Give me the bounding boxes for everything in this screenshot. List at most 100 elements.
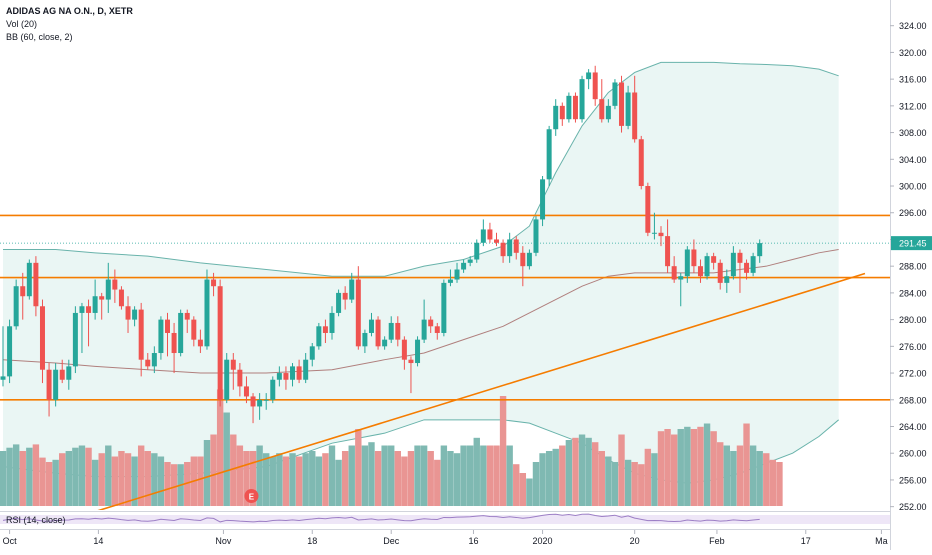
- candle-body: [579, 79, 585, 120]
- candle-body: [217, 286, 223, 400]
- volume-bar: [539, 453, 546, 506]
- time-axis-label: 20: [630, 536, 640, 546]
- candle-body: [211, 279, 217, 287]
- candle-body: [750, 256, 756, 273]
- volume-bar: [651, 453, 658, 506]
- candle-body: [138, 309, 144, 360]
- volume-bar: [164, 462, 171, 506]
- price-axis-label: 304.00: [899, 155, 927, 165]
- candle-body: [671, 266, 677, 280]
- candle-body: [428, 319, 434, 327]
- candle-body: [322, 326, 328, 333]
- bollinger-band-fill: [3, 62, 839, 484]
- candle-body: [20, 286, 26, 297]
- volume-bar: [730, 451, 737, 506]
- trendline: [97, 272, 866, 510]
- volume-bar: [98, 453, 105, 506]
- candle-body: [401, 339, 407, 360]
- volume-bar: [249, 451, 257, 506]
- candle-body: [230, 359, 236, 370]
- volume-bar: [19, 451, 26, 506]
- volume-bar: [388, 445, 395, 506]
- candle-body: [243, 386, 249, 397]
- volume-bar: [466, 445, 474, 506]
- candle-body: [757, 243, 763, 257]
- candle-body: [329, 312, 335, 333]
- candle-body: [349, 279, 355, 300]
- volume-bar: [184, 462, 191, 506]
- volume-bar: [624, 459, 632, 506]
- volume-bar: [611, 462, 619, 506]
- volume-bar: [151, 453, 158, 506]
- candle-body: [737, 252, 743, 263]
- volume-bar: [420, 445, 428, 506]
- price-axis-label: 264.00: [899, 422, 927, 432]
- candle-body: [0, 376, 6, 380]
- volume-bar: [91, 459, 99, 506]
- candle-body: [467, 259, 473, 263]
- volume-bar: [131, 456, 138, 506]
- price-axis-label: 272.00: [899, 369, 927, 379]
- volume-bar: [736, 445, 744, 506]
- candle-body: [684, 249, 690, 277]
- volume-bar: [39, 457, 46, 506]
- price-pane: [0, 61, 890, 510]
- volume-bar: [243, 451, 250, 506]
- candle-body: [184, 312, 190, 320]
- candle-body: [461, 262, 467, 270]
- volume-bar: [480, 445, 487, 506]
- volume-bar: [236, 445, 244, 506]
- candle-body: [586, 72, 592, 80]
- candle-body: [316, 326, 322, 347]
- candle-body: [151, 353, 157, 367]
- volume-bar: [216, 389, 224, 506]
- earnings-marker: [244, 489, 259, 503]
- candle-body: [118, 289, 124, 307]
- bollinger-bands-label[interactable]: BB (60, close, 2): [6, 32, 73, 42]
- candle-body: [59, 369, 65, 380]
- candle-body: [46, 369, 52, 400]
- volume-bar: [407, 451, 415, 506]
- candle-body: [697, 266, 703, 277]
- candle-body: [605, 105, 611, 120]
- volume-bar: [361, 445, 369, 506]
- candle-body: [500, 242, 506, 257]
- volume-bar: [605, 456, 612, 506]
- price-axis-label: 316.00: [899, 75, 927, 85]
- rsi-indicator-label[interactable]: RSI (14, close): [6, 515, 66, 525]
- candle-body: [553, 105, 559, 130]
- candle-body: [704, 256, 710, 277]
- candle-body: [592, 72, 598, 100]
- candle-body: [717, 262, 723, 283]
- candle-body: [625, 92, 631, 126]
- volume-indicator-label[interactable]: Vol (20): [6, 19, 38, 29]
- time-axis-label: Ma: [875, 536, 888, 546]
- candle-body: [237, 369, 243, 387]
- candle-body: [645, 186, 651, 233]
- volume-bar: [223, 412, 230, 506]
- volume-bar: [72, 447, 79, 506]
- price-axis-label: 256.00: [899, 475, 927, 485]
- volume-bar: [598, 451, 605, 506]
- volume-bar: [618, 434, 625, 506]
- candle-body: [665, 236, 671, 267]
- earnings-marker-label: E: [249, 493, 255, 502]
- candle-body: [191, 319, 197, 340]
- candle-body: [513, 239, 519, 253]
- candle-body: [415, 339, 421, 364]
- candle-body: [13, 286, 19, 327]
- symbol-title[interactable]: ADIDAS AG NA O.N., D, XETR: [6, 6, 133, 16]
- candle-body: [434, 326, 440, 333]
- volume-bar: [309, 451, 316, 506]
- volume-bar: [559, 445, 566, 506]
- candle-body: [651, 232, 657, 234]
- chart-legend: ADIDAS AG NA O.N., D, XETR Vol (20) BB (…: [6, 5, 133, 44]
- candle-body: [355, 279, 361, 347]
- candle-body: [632, 92, 638, 140]
- volume-bar: [519, 473, 527, 506]
- volume-bar: [499, 396, 507, 506]
- price-axis-label: 324.00: [899, 21, 927, 31]
- candle-body: [368, 319, 374, 333]
